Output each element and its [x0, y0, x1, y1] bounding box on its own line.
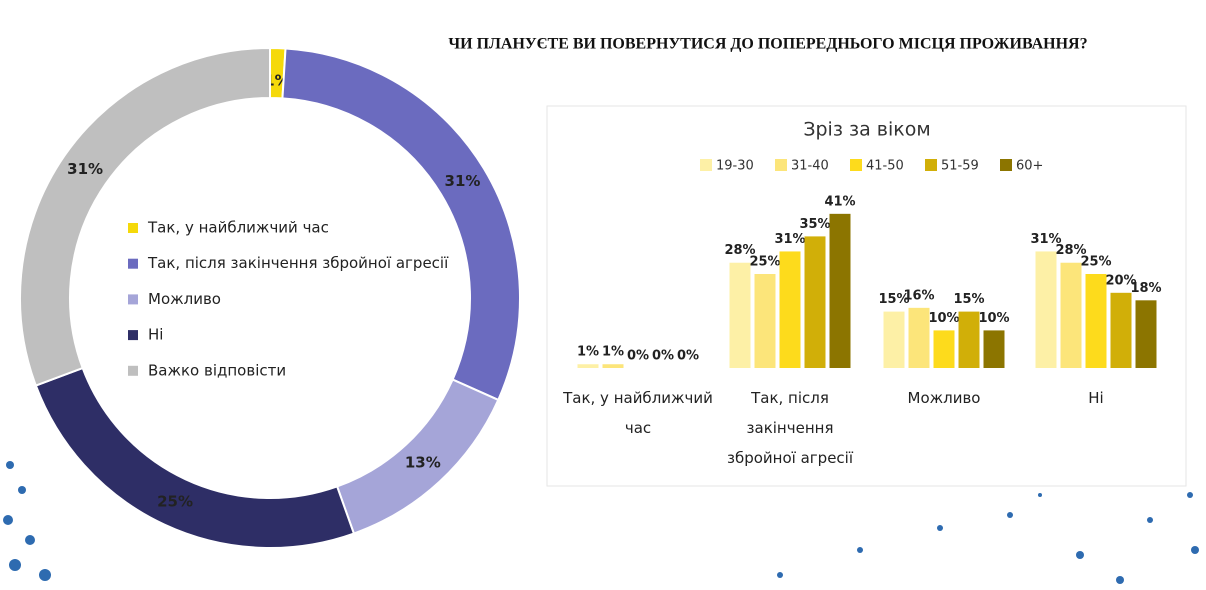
bar [1110, 292, 1132, 368]
bar-label: 20% [1105, 273, 1136, 288]
x-tick-label: Так, у найближчий час [563, 389, 713, 437]
legend-label: 60+ [1016, 159, 1043, 174]
bar [779, 251, 801, 368]
legend-label: Так, у найближчий час [147, 219, 329, 237]
bar [602, 364, 624, 368]
bar-label: 31% [774, 232, 805, 247]
bar [908, 307, 930, 368]
legend-label: 31-40 [791, 159, 829, 174]
legend-label: Можливо [148, 290, 221, 308]
bar-label: 0% [627, 349, 649, 364]
bar [983, 330, 1005, 368]
bar [729, 262, 751, 368]
bar [804, 236, 826, 368]
slice-label: 25% [157, 493, 193, 511]
bar-label: 28% [724, 243, 755, 258]
bar-label: 10% [928, 311, 959, 326]
x-tick-label: Так, після закінчення збройної агресії [727, 389, 853, 467]
donut-slice [19, 46, 271, 387]
bar-label: 25% [749, 255, 780, 270]
bar-label: 41% [824, 194, 855, 209]
legend-swatch [1000, 159, 1012, 171]
donut-slice [34, 366, 356, 549]
legend-label: 51-59 [941, 159, 979, 174]
bar-label: 15% [878, 292, 909, 307]
legend-swatch [128, 223, 138, 233]
legend-label: 19-30 [716, 159, 754, 174]
legend-label: 41-50 [866, 159, 904, 174]
main-title: ЧИ ПЛАНУЄТЕ ВИ ПОВЕРНУТИСЯ ДО ПОПЕРЕДНЬО… [448, 36, 1087, 53]
legend-swatch [775, 159, 787, 171]
bar-label: 10% [978, 311, 1009, 326]
bar-label: 18% [1130, 281, 1161, 296]
legend-swatch [700, 159, 712, 171]
legend-swatch [128, 365, 138, 376]
legend-swatch [925, 159, 937, 171]
legend-swatch [128, 330, 138, 341]
bar-label: 0% [677, 349, 699, 364]
slice-label: 31% [445, 172, 481, 190]
bar-label: 31% [1030, 232, 1061, 247]
legend-swatch [850, 159, 862, 171]
legend-label: Так, після закінчення збройної агресії [147, 254, 449, 272]
bar-label: 0% [652, 349, 674, 364]
bar-label: 15% [953, 292, 984, 307]
bar [754, 274, 776, 368]
decor-dots [3, 461, 1199, 584]
slice-label: 13% [405, 454, 441, 472]
legend-label: Важко відповісти [148, 361, 286, 379]
bar-label: 35% [799, 217, 830, 232]
slice-label: 31% [67, 160, 103, 178]
x-tick-label: Ні [1088, 389, 1104, 407]
bar [829, 213, 851, 368]
x-tick-label: Можливо [907, 389, 981, 407]
bar-title: Зріз за віком [803, 119, 930, 141]
bar-label: 16% [903, 288, 934, 303]
bar-label: 1% [602, 345, 624, 360]
bar [1135, 300, 1157, 368]
bar-label: 1% [577, 345, 599, 360]
bar [577, 364, 599, 368]
bar [1035, 251, 1057, 368]
legend-label: Ні [148, 326, 163, 344]
bar-label: 28% [1055, 243, 1086, 258]
bar [1085, 274, 1107, 368]
legend-swatch [128, 258, 138, 269]
bar [1060, 262, 1082, 368]
bar [958, 311, 980, 368]
bar [933, 330, 955, 368]
legend-swatch [128, 294, 138, 305]
bar-label: 25% [1080, 255, 1111, 270]
bar [883, 311, 905, 368]
